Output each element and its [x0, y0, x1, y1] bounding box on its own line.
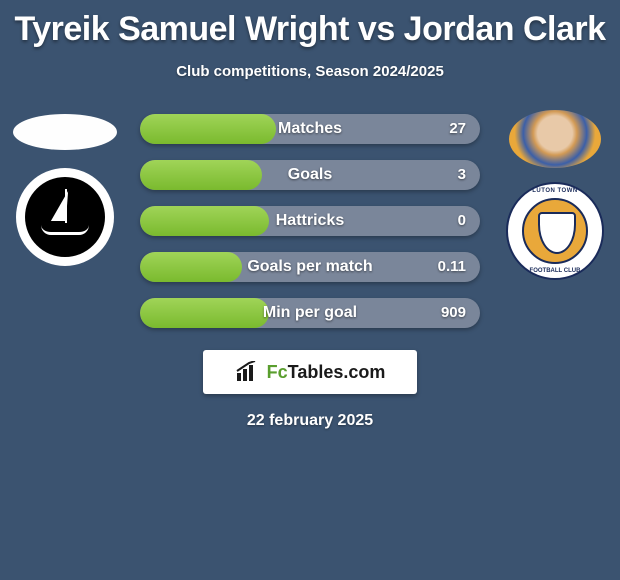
footer-date: 22 february 2025 [0, 412, 620, 430]
stat-value: 3 [458, 160, 466, 190]
stats-bars: Matches27 Goals3 Hattricks0 Goals per match… [140, 114, 480, 344]
stat-value: 0.11 [438, 252, 466, 282]
chart-icon [235, 361, 261, 383]
stat-value: 0 [458, 206, 466, 236]
left-club-badge [16, 168, 114, 266]
left-player-column [0, 114, 130, 266]
brand-logo: FcTables.com [203, 350, 417, 394]
right-player-photo [509, 110, 601, 168]
stat-row: Goals3 [140, 160, 480, 190]
stat-value: 27 [449, 114, 466, 144]
stat-label: Goals per match [140, 252, 480, 282]
stat-label: Hattricks [140, 206, 480, 236]
stat-value: 909 [441, 298, 466, 328]
stat-row: Matches27 [140, 114, 480, 144]
subtitle: Club competitions, Season 2024/2025 [0, 63, 620, 80]
stat-label: Goals [140, 160, 480, 190]
right-player-column: LUTON TOWN FOOTBALL CLUB [490, 114, 620, 280]
right-club-badge: LUTON TOWN FOOTBALL CLUB [506, 182, 604, 280]
stat-row: Min per goal909 [140, 298, 480, 328]
page-title: Tyreik Samuel Wright vs Jordan Clark [0, 0, 620, 49]
brand-text: FcTables.com [267, 362, 386, 383]
left-player-photo [13, 114, 117, 150]
stat-label: Min per goal [140, 298, 480, 328]
stat-label: Matches [140, 114, 480, 144]
stat-row: Hattricks0 [140, 206, 480, 236]
stat-row: Goals per match0.11 [140, 252, 480, 282]
comparison-chart: LUTON TOWN FOOTBALL CLUB Matches27 Goals3… [0, 114, 620, 334]
